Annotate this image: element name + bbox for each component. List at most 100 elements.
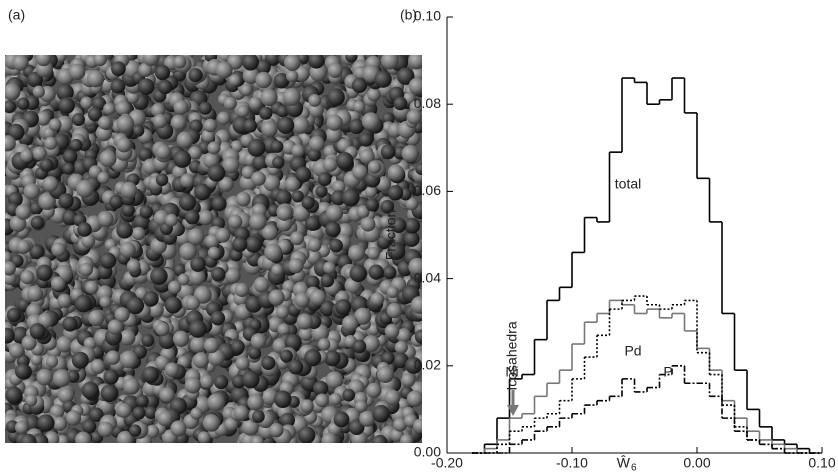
atom <box>52 369 71 388</box>
atom <box>32 85 45 98</box>
atom <box>207 141 221 155</box>
atom <box>135 394 149 408</box>
atom <box>241 370 260 389</box>
atom <box>371 434 388 443</box>
atom <box>359 148 375 165</box>
atom <box>188 146 202 160</box>
atom <box>36 368 54 386</box>
atom <box>203 337 220 354</box>
atom <box>275 305 290 319</box>
atom <box>330 190 346 206</box>
atom <box>349 118 365 135</box>
atom <box>131 226 146 241</box>
atom <box>392 352 409 369</box>
atom <box>245 295 263 313</box>
atom <box>201 129 215 143</box>
atom <box>325 126 342 144</box>
arrow-head <box>507 405 519 416</box>
atom <box>51 242 66 257</box>
atom <box>86 69 105 88</box>
atom <box>176 131 194 149</box>
atom <box>99 149 117 168</box>
annotation: Icosahedra <box>504 321 520 390</box>
atom <box>76 179 94 198</box>
atom <box>215 227 231 243</box>
atom <box>103 102 116 116</box>
atom <box>190 336 207 353</box>
atom <box>190 256 206 272</box>
atom <box>232 236 248 252</box>
atom <box>233 405 249 421</box>
atom <box>401 373 416 388</box>
atom <box>309 289 327 306</box>
atom <box>142 55 160 67</box>
atom <box>128 424 142 437</box>
atom <box>44 136 58 150</box>
atom <box>145 424 160 439</box>
atom <box>291 143 305 158</box>
y-tick-label: 0.00 <box>414 444 441 460</box>
atom <box>152 113 168 129</box>
atom <box>114 307 130 323</box>
atom <box>69 138 83 152</box>
atom <box>376 365 394 383</box>
atom <box>111 61 126 77</box>
atom <box>261 356 276 371</box>
atom <box>217 111 231 125</box>
atom <box>214 375 229 390</box>
atom <box>348 244 366 262</box>
atom <box>36 264 53 282</box>
atom <box>251 171 266 186</box>
atom <box>308 55 325 69</box>
atom <box>211 266 226 282</box>
atom <box>305 275 320 290</box>
atom <box>208 349 225 367</box>
atom <box>158 79 173 95</box>
atom <box>48 118 62 131</box>
atom <box>170 420 187 437</box>
atom <box>20 270 35 285</box>
atom <box>241 165 255 180</box>
atom <box>367 160 382 174</box>
atom <box>179 193 197 211</box>
atom <box>384 323 400 339</box>
atom <box>354 307 372 325</box>
atom <box>383 265 397 280</box>
atom <box>155 173 169 187</box>
atom <box>400 434 414 443</box>
atom <box>276 205 293 221</box>
atom <box>119 329 136 346</box>
atom <box>158 332 176 350</box>
atom <box>138 147 153 162</box>
atom <box>304 349 322 367</box>
atom <box>199 374 214 389</box>
atom <box>185 296 200 311</box>
atom <box>327 62 343 78</box>
atom <box>207 246 221 260</box>
panel-label: (a) <box>8 7 25 23</box>
atom <box>116 114 135 133</box>
atom <box>121 203 135 217</box>
atom <box>224 417 239 432</box>
y-tick-label: 0.10 <box>414 8 441 24</box>
atom <box>132 406 146 420</box>
atom <box>358 132 374 147</box>
atom <box>352 339 367 354</box>
atom <box>348 419 365 436</box>
atom <box>109 194 124 209</box>
atom <box>100 384 119 403</box>
atom <box>116 430 134 443</box>
atom <box>291 190 304 203</box>
atom <box>394 340 408 355</box>
atom <box>23 183 41 200</box>
atom <box>56 83 74 102</box>
atom <box>88 309 105 327</box>
atom <box>215 61 233 79</box>
atom <box>177 273 190 286</box>
atom <box>68 63 86 81</box>
atom <box>298 326 314 341</box>
atom <box>231 340 245 354</box>
atom <box>329 238 343 253</box>
atom <box>8 342 25 359</box>
x-tick-label: -0.20 <box>431 455 463 471</box>
